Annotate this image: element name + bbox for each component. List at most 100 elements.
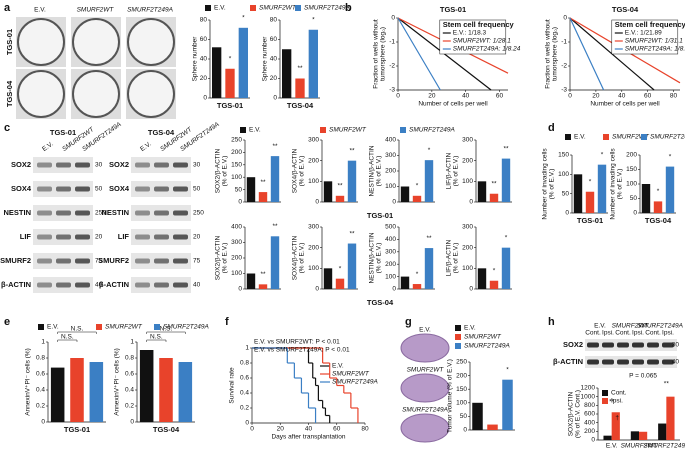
band: [135, 282, 150, 288]
y-tick-label: -3: [389, 87, 395, 94]
y-axis-label: LIF/β-ACTIN: [446, 152, 453, 189]
significance: *: [312, 16, 315, 23]
bar: [424, 248, 434, 289]
protein-label: SMURF2: [0, 256, 31, 265]
x-tick-label: 60: [644, 93, 652, 100]
y-tick-label: 0.4: [36, 387, 45, 394]
y-tick-label: 100: [462, 178, 473, 185]
blot-strip: [585, 339, 677, 351]
mw-label: 30: [672, 342, 680, 349]
y-axis-label: tumorsphere (log₀): [552, 27, 559, 81]
band: [75, 186, 90, 192]
y-tick-label: 0: [591, 437, 595, 444]
y-axis-label: SOX2/β-ACTIN: [568, 391, 575, 436]
y-tick-label: 20: [200, 75, 208, 82]
bar: [246, 177, 256, 202]
y-tick-label: 0: [391, 15, 395, 22]
significance: *: [242, 15, 245, 22]
bar: [653, 201, 663, 213]
bar: [70, 358, 84, 422]
chart-title: TGS-01: [440, 5, 466, 14]
bar: [400, 276, 410, 289]
y-tick-label: 0: [392, 286, 396, 293]
protein-label: SOX4: [11, 184, 32, 193]
y-tick-label: 0: [565, 210, 569, 217]
y-tick-label: 100: [456, 400, 467, 407]
y-tick-label: 0: [392, 199, 396, 206]
bar: [347, 160, 357, 202]
blot-title: TGS-04: [148, 128, 175, 137]
y-axis-label: SOX2/β-ACTIN: [215, 148, 222, 193]
significance: **: [426, 235, 432, 242]
brain-section: [400, 413, 450, 443]
band: [135, 210, 150, 216]
y-tick-label: 0: [245, 420, 249, 427]
band: [154, 234, 169, 240]
y-tick-label: -1: [389, 39, 395, 46]
bar: [282, 49, 292, 98]
significance: *: [416, 271, 419, 278]
lane-label: SMURF2T249A: [637, 323, 683, 330]
bar: [50, 367, 65, 422]
y-tick-label: 200: [462, 244, 473, 251]
y-axis-label: Fraction of wells without: [373, 19, 380, 89]
bar: [270, 236, 280, 289]
band: [37, 210, 52, 216]
protein-label: β-ACTIN: [553, 357, 583, 366]
protein-label: SOX2: [11, 160, 31, 169]
legend-swatch: [603, 134, 609, 140]
y-axis-label: (% of E.V. Cont.): [575, 390, 582, 438]
y-axis-label: Tumor volume (% of E.V.): [447, 359, 454, 433]
mw-label: 250: [95, 210, 106, 217]
mw-label: 40: [95, 282, 103, 289]
annotation: N.S.: [160, 326, 173, 333]
x-tick-label: SMURF2T249A: [643, 443, 685, 450]
legend-swatch: [38, 324, 44, 330]
legend-swatch: [641, 134, 647, 140]
y-tick-label: -2: [561, 63, 567, 70]
significance: **: [349, 147, 355, 154]
condition-label: Ipsi.: [602, 330, 614, 337]
bar: [639, 431, 648, 440]
x-tick-label: 60: [496, 93, 504, 100]
legend-swatch: [455, 343, 461, 349]
legend-swatch: [154, 324, 160, 330]
bar: [603, 435, 612, 440]
protein-label: NESTIN: [101, 208, 129, 217]
legend-label: E.V.: 1/18.3: [453, 30, 487, 37]
bar: [400, 186, 410, 202]
band: [632, 359, 644, 365]
band: [75, 210, 90, 216]
image-label: SMURF2WT: [407, 367, 445, 374]
y-tick-label: 0.2: [240, 405, 249, 412]
bar: [477, 181, 487, 202]
condition-label: Cont.: [645, 330, 661, 337]
lane-label: E.V.: [41, 140, 55, 153]
protein-label: SOX2: [563, 340, 583, 349]
band: [154, 258, 169, 264]
y-axis-label: NESTIN/β-ACTIN: [369, 145, 376, 196]
legend-label: SMURF2WT: 1/28.1: [453, 38, 511, 45]
band: [75, 234, 90, 240]
y-tick-label: 0: [238, 286, 242, 293]
y-tick-label: 100: [462, 265, 473, 272]
y-axis-label: (% of E.V.): [222, 156, 229, 187]
mw-label: 20: [193, 234, 201, 241]
y-tick-label: 200: [385, 168, 396, 175]
significance: **: [491, 180, 497, 187]
legend-label: SMURF2T249A: [332, 379, 378, 386]
significance: *: [493, 267, 496, 274]
bar: [412, 195, 422, 202]
y-tick-label: 200: [584, 428, 595, 435]
y-tick-label: 300: [462, 224, 473, 231]
y-axis-label: (% of E.V.): [299, 156, 306, 187]
y-axis-label: Number of invading cells: [610, 148, 617, 220]
y-tick-label: 50: [460, 413, 468, 420]
x-axis-label: TGS-01: [577, 216, 603, 225]
significance: **: [297, 65, 303, 72]
y-tick-label: 100: [308, 265, 319, 272]
band: [662, 342, 674, 348]
well: [127, 18, 175, 66]
band: [135, 162, 150, 168]
legend-label: SMURF2WT: [105, 324, 143, 331]
